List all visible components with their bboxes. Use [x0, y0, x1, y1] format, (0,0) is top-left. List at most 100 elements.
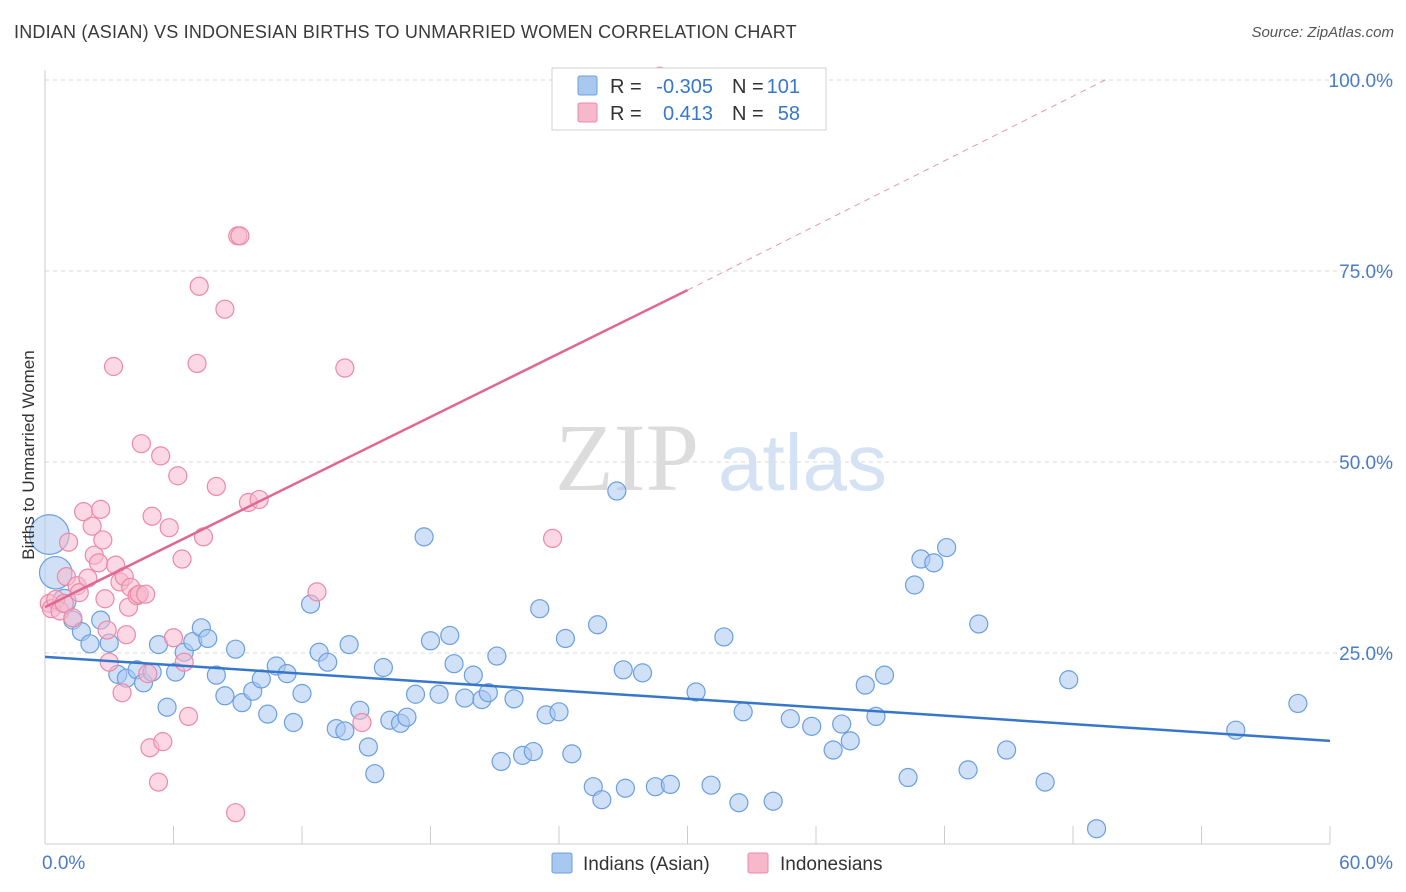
indonesian-point-17: [95, 589, 115, 609]
indonesian-point-54: [307, 582, 327, 602]
legend-n-label-2: N =: [732, 103, 764, 125]
bottom-legend-swatch-blue: [551, 852, 573, 874]
indonesian-point-48: [215, 299, 235, 319]
indonesian-point-40: [168, 466, 188, 486]
indonesian-point-44: [187, 353, 207, 374]
indonesian-point-56: [352, 712, 372, 733]
indian-point-98: [1226, 720, 1246, 740]
indonesian-point-46: [193, 527, 214, 547]
chart-source: Source: ZipAtlas.com: [1251, 24, 1394, 41]
indonesian-point-25: [116, 625, 136, 645]
indonesian-point-41: [172, 549, 192, 569]
indian-point-83: [840, 731, 860, 751]
indian-point-22: [226, 639, 246, 659]
indian-point-51: [463, 665, 483, 685]
indian-point-33: [318, 652, 338, 672]
trend-line-indonesians: [44, 288, 689, 609]
indian-point-66: [592, 790, 612, 810]
indian-point-36: [339, 634, 359, 655]
indonesian-point-31: [136, 584, 156, 604]
indonesian-point-43: [178, 706, 199, 727]
bottom-legend-label-indians: Indians (Asian): [583, 854, 710, 875]
watermark: ZIP atlas: [555, 404, 887, 511]
y-tick-label-2: 75.0%: [1339, 262, 1393, 283]
indian-point-58: [523, 741, 543, 762]
indian-point-80: [802, 716, 822, 736]
indian-point-72: [660, 774, 680, 795]
indian-point-79: [780, 709, 800, 729]
indonesian-point-45: [189, 276, 209, 296]
indian-point-76: [729, 793, 749, 813]
indian-point-97: [1086, 819, 1107, 839]
indian-point-59: [530, 599, 550, 619]
indonesian-point-55: [335, 358, 355, 378]
indian-point-81: [823, 740, 843, 760]
trend-layer: [44, 79, 1331, 743]
indian-point-55: [491, 751, 511, 772]
indian-point-88: [904, 575, 925, 595]
legend-n-value-2: 58: [778, 103, 800, 125]
indonesian-point-11: [78, 568, 98, 588]
indonesian-point-57: [542, 528, 563, 549]
correlation-legend: R = -0.305 N = 101 R = 0.413 N = 58: [551, 67, 827, 131]
indian-point-29: [283, 712, 304, 733]
series-legend: Indians (Asian) Indonesians: [551, 852, 882, 875]
indian-point-92: [958, 760, 978, 780]
indian-point-35: [335, 721, 355, 741]
indian-point-87: [898, 767, 918, 788]
legend-swatch-pink: [577, 102, 598, 123]
indian-point-69: [615, 778, 635, 798]
indian-point-47: [429, 684, 449, 704]
indonesian-point-16: [93, 530, 113, 550]
indonesian-point-35: [148, 772, 169, 792]
indonesian-point-18: [97, 620, 117, 640]
indian-point-56: [504, 689, 524, 709]
indian-point-21: [215, 686, 235, 706]
indian-point-30: [292, 683, 312, 704]
legend-swatch-blue: [577, 75, 598, 96]
indian-point-54: [487, 646, 507, 666]
indonesian-point-32: [138, 664, 158, 684]
indonesian-point-15: [91, 499, 111, 519]
indian-point-96: [1059, 670, 1079, 690]
watermark-atlas: atlas: [718, 418, 887, 507]
indonesian-point-23: [112, 683, 132, 703]
indian-point-46: [420, 631, 441, 651]
indian-point-93: [969, 614, 989, 634]
y-tick-label-1: 50.0%: [1339, 453, 1393, 474]
indian-point-40: [373, 657, 393, 678]
trend-line-indonesians-extension: [687, 79, 1106, 291]
legend-n-label-1: N =: [732, 76, 764, 98]
indian-point-20: [206, 665, 226, 685]
indonesian-point-51: [230, 226, 250, 246]
indian-point-73: [686, 682, 706, 702]
chart-title: INDIAN (ASIAN) VS INDONESIAN BIRTHS TO U…: [14, 22, 797, 42]
indians-asian-points: [28, 481, 1308, 839]
indian-point-44: [405, 684, 426, 704]
indonesian-point-14: [88, 553, 109, 573]
indian-point-99: [1288, 693, 1308, 714]
indian-point-62: [555, 628, 576, 649]
indonesian-point-38: [159, 518, 179, 538]
indonesian-point-42: [174, 652, 194, 672]
legend-box: [551, 67, 827, 131]
indonesian-point-39: [163, 628, 184, 648]
indonesian-point-7: [63, 608, 83, 628]
indonesian-point-37: [153, 732, 173, 752]
indian-point-91: [937, 537, 957, 558]
indonesian-point-6: [58, 532, 79, 552]
y-axis-title: Births to Unmarried Women: [19, 350, 38, 559]
y-tick-label-0: 25.0%: [1339, 644, 1393, 665]
legend-r-label-1: R =: [610, 76, 642, 98]
indian-point-50: [455, 688, 475, 708]
indian-point-25: [251, 669, 271, 689]
y-tick-label-3: 100.0%: [1329, 71, 1394, 92]
indian-point-68: [613, 660, 633, 680]
x-tick-label-0: 0.0%: [42, 853, 85, 874]
indian-point-70: [632, 663, 653, 683]
indian-point-67: [607, 481, 627, 501]
indian-point-86: [874, 665, 895, 685]
legend-r-label-2: R =: [610, 103, 642, 125]
bottom-legend-label-indonesians: Indonesians: [780, 854, 882, 875]
